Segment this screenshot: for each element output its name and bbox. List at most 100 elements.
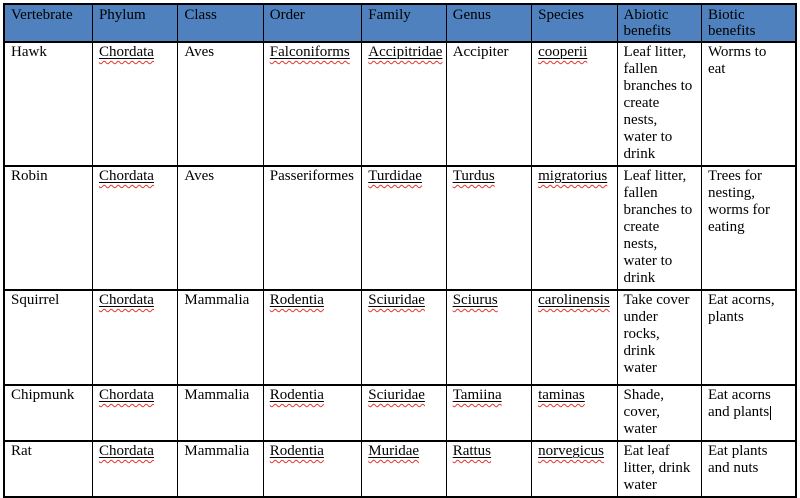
cell-text: Falconiforms	[269, 44, 350, 60]
cell-text: Hawk	[11, 44, 47, 60]
cell-text: Eat acorns, plants	[707, 292, 775, 325]
column-header-species[interactable]: Species	[531, 3, 618, 43]
column-header-label: Vertebrate	[11, 7, 73, 23]
phylum-cell[interactable]: Chordata	[91, 384, 179, 442]
class-cell[interactable]: Mammalia	[177, 440, 264, 498]
cell-text: Rat	[11, 443, 32, 459]
cell-text: Sciuridae	[368, 387, 425, 403]
cell-text: Take cover under rocks, drink water	[623, 292, 690, 376]
column-header-label: Biotic benefits	[707, 7, 756, 39]
cell-text: Sciurus	[452, 292, 498, 308]
cell-text: Mammalia	[184, 443, 250, 459]
class-cell[interactable]: Mammalia	[177, 289, 264, 386]
cell-text: Muridae	[368, 443, 420, 459]
species-cell[interactable]: carolinensis	[531, 289, 618, 386]
genus-cell[interactable]: Rattus	[445, 440, 533, 498]
biotic-benefits-cell[interactable]: Trees for nesting, worms for eating	[700, 165, 797, 291]
cell-text: Squirrel	[11, 292, 60, 308]
cell-text: Leaf litter, fallen branches to create n…	[623, 168, 693, 286]
vertebrate-cell[interactable]: Squirrel	[3, 289, 93, 386]
abiotic-benefits-cell[interactable]: Take cover under rocks, drink water	[616, 289, 702, 386]
phylum-cell[interactable]: Chordata	[91, 41, 179, 167]
cell-text: migratorius	[538, 168, 608, 184]
genus-cell[interactable]: Tamiina	[445, 384, 533, 442]
column-header-label: Order	[269, 7, 305, 23]
family-cell[interactable]: Turdidae	[361, 165, 447, 291]
cell-text: Chordata	[98, 443, 154, 459]
biotic-benefits-cell[interactable]: Eat acorns, plants	[700, 289, 797, 386]
column-header-family[interactable]: Family	[361, 3, 447, 43]
cell-text: Eat acorns and plants	[707, 387, 771, 420]
genus-cell[interactable]: Accipiter	[445, 41, 533, 167]
abiotic-benefits-cell[interactable]: Eat leaf litter, drink water	[616, 440, 702, 498]
text-cursor-icon	[770, 406, 772, 420]
column-header-class[interactable]: Class	[177, 3, 264, 43]
table-row-robin: Robin Chordata Aves Passeriformes Turdid…	[3, 165, 797, 291]
order-cell[interactable]: Passeriformes	[262, 165, 363, 291]
species-cell[interactable]: norvegicus	[531, 440, 618, 498]
cell-text: Shade, cover, water	[623, 387, 664, 437]
species-cell[interactable]: taminas	[531, 384, 618, 442]
cell-text: Turdus	[452, 168, 495, 184]
column-header-phylum[interactable]: Phylum	[91, 3, 179, 43]
cell-text: Aves	[184, 168, 215, 184]
cell-text: cooperii	[538, 44, 588, 60]
cell-text: Worms to eat	[707, 44, 767, 77]
table-row-chipmunk: Chipmunk Chordata Mammalia Rodentia Sciu…	[3, 384, 797, 442]
column-header-label: Class	[184, 7, 217, 23]
cell-text: Rattus	[452, 443, 492, 459]
order-cell[interactable]: Rodentia	[262, 384, 363, 442]
column-header-label: Family	[368, 7, 411, 23]
vertebrate-cell[interactable]: Rat	[3, 440, 93, 498]
species-cell[interactable]: cooperii	[531, 41, 618, 167]
cell-text: Leaf litter, fallen branches to create n…	[623, 44, 693, 162]
class-cell[interactable]: Mammalia	[177, 384, 264, 442]
column-header-vertebrate[interactable]: Vertebrate	[3, 3, 93, 43]
class-cell[interactable]: Aves	[177, 41, 264, 167]
cell-text: Rodentia	[269, 443, 324, 459]
abiotic-benefits-cell[interactable]: Shade, cover, water	[616, 384, 702, 442]
family-cell[interactable]: Sciuridae	[361, 384, 447, 442]
document-page: Vertebrate Phylum Class Order Family Gen…	[3, 3, 797, 498]
column-header-abiotic-benefits[interactable]: Abiotic benefits	[616, 3, 702, 43]
column-header-label: Phylum	[98, 7, 146, 23]
cell-text: Accipitridae	[368, 44, 443, 60]
family-cell[interactable]: Muridae	[361, 440, 447, 498]
taxonomy-table: Vertebrate Phylum Class Order Family Gen…	[3, 3, 797, 498]
phylum-cell[interactable]: Chordata	[91, 165, 179, 291]
column-header-order[interactable]: Order	[262, 3, 363, 43]
cell-text: Mammalia	[184, 292, 250, 308]
biotic-benefits-cell[interactable]: Worms to eat	[700, 41, 797, 167]
order-cell[interactable]: Rodentia	[262, 440, 363, 498]
family-cell[interactable]: Sciuridae	[361, 289, 447, 386]
column-header-genus[interactable]: Genus	[445, 3, 533, 43]
cell-text: Mammalia	[184, 387, 250, 403]
cell-text: Tamiina	[452, 387, 502, 403]
biotic-benefits-cell[interactable]: Eat plants and nuts	[700, 440, 797, 498]
cell-text: Chordata	[98, 292, 154, 308]
vertebrate-cell[interactable]: Hawk	[3, 41, 93, 167]
cell-text: Sciuridae	[368, 292, 425, 308]
order-cell[interactable]: Falconiforms	[262, 41, 363, 167]
biotic-benefits-cell[interactable]: Eat acorns and plants	[700, 384, 797, 442]
abiotic-benefits-cell[interactable]: Leaf litter, fallen branches to create n…	[616, 41, 702, 167]
class-cell[interactable]: Aves	[177, 165, 264, 291]
column-header-biotic-benefits[interactable]: Biotic benefits	[700, 3, 797, 43]
genus-cell[interactable]: Turdus	[445, 165, 533, 291]
species-cell[interactable]: migratorius	[531, 165, 618, 291]
cell-text: Chordata	[98, 387, 154, 403]
phylum-cell[interactable]: Chordata	[91, 289, 179, 386]
cell-text: Accipiter	[452, 44, 509, 60]
cell-text: taminas	[538, 387, 585, 403]
vertebrate-cell[interactable]: Chipmunk	[3, 384, 93, 442]
cell-text: Chipmunk	[11, 387, 75, 403]
table-row-squirrel: Squirrel Chordata Mammalia Rodentia Sciu…	[3, 289, 797, 386]
family-cell[interactable]: Accipitridae	[361, 41, 447, 167]
abiotic-benefits-cell[interactable]: Leaf litter, fallen branches to create n…	[616, 165, 702, 291]
phylum-cell[interactable]: Chordata	[91, 440, 179, 498]
cell-text: Eat plants and nuts	[707, 443, 768, 476]
vertebrate-cell[interactable]: Robin	[3, 165, 93, 291]
cell-text: Chordata	[98, 168, 154, 184]
genus-cell[interactable]: Sciurus	[445, 289, 533, 386]
order-cell[interactable]: Rodentia	[262, 289, 363, 386]
